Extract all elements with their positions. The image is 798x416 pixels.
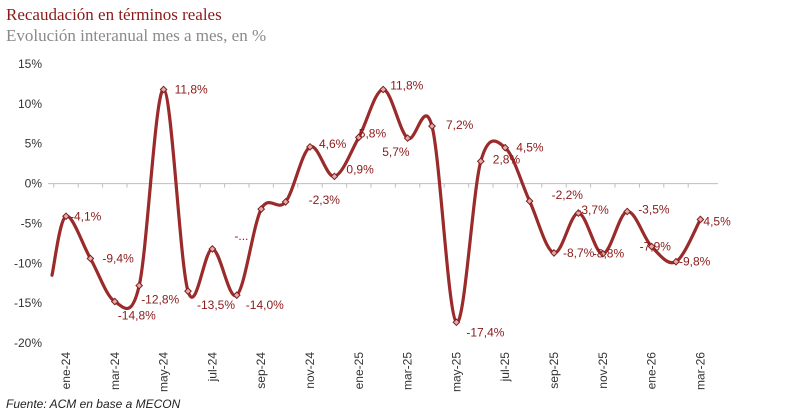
data-point bbox=[306, 142, 314, 151]
chart-subtitle: Evolución interanual mes a mes, en % bbox=[6, 26, 267, 45]
x-tick-label: jul-25 bbox=[498, 352, 512, 383]
data-point bbox=[696, 215, 705, 224]
data-label: -12,8% bbox=[141, 293, 179, 307]
data-point bbox=[281, 197, 290, 206]
chart-title: Recaudación en términos reales bbox=[6, 5, 222, 24]
x-tick-label: ene-26 bbox=[645, 352, 659, 390]
x-tick-label: sep-24 bbox=[254, 352, 268, 389]
data-point bbox=[208, 245, 217, 253]
data-label: 4,5% bbox=[703, 214, 731, 228]
data-point bbox=[184, 287, 192, 296]
data-label: -9,4% bbox=[102, 252, 134, 266]
data-label: -14,0% bbox=[246, 298, 284, 312]
data-label: -... bbox=[234, 229, 248, 243]
data-point bbox=[647, 242, 656, 251]
y-tick-label: -5% bbox=[21, 216, 43, 230]
data-point bbox=[135, 281, 144, 290]
data-label: -4,1% bbox=[70, 209, 102, 223]
data-label: -3,7% bbox=[577, 203, 609, 217]
data-label: 4,5% bbox=[516, 141, 544, 155]
data-point bbox=[62, 212, 70, 221]
line-chart: 15% 10% 5% 0% -5% -10% -15% -20% ene-24 mar-24 ma… bbox=[14, 57, 731, 392]
y-tick-label: 15% bbox=[18, 57, 42, 71]
x-tick-label: ene-24 bbox=[59, 352, 73, 390]
x-tick-label: sep-25 bbox=[547, 352, 561, 389]
y-tick-label: 0% bbox=[25, 177, 43, 191]
data-label: -8,8% bbox=[593, 247, 625, 261]
data-point bbox=[379, 85, 388, 94]
data-point bbox=[257, 205, 266, 213]
data-point bbox=[623, 207, 632, 216]
data-point bbox=[525, 197, 534, 206]
data-label: 0,9% bbox=[346, 162, 374, 176]
y-tick-label: 10% bbox=[18, 97, 42, 111]
data-label: -7,9% bbox=[640, 240, 672, 254]
data-label: 4,6% bbox=[319, 137, 347, 151]
data-labels: -4,1% -9,4% -14,8% -12,8% 11,8% -13,5% -... -14… bbox=[70, 79, 731, 340]
x-tick-label: may-24 bbox=[157, 352, 171, 392]
data-point bbox=[403, 134, 412, 143]
data-point bbox=[501, 143, 510, 152]
data-point bbox=[672, 257, 680, 266]
y-tick-label: -15% bbox=[14, 296, 42, 310]
x-tick-label: ene-25 bbox=[352, 352, 366, 390]
data-label: -2,3% bbox=[309, 193, 341, 207]
data-point bbox=[476, 157, 485, 166]
data-point bbox=[330, 172, 339, 181]
x-tick-label: jul-24 bbox=[205, 352, 219, 383]
data-point bbox=[550, 249, 558, 257]
data-point bbox=[452, 318, 461, 327]
x-tick-label: mar-25 bbox=[401, 352, 415, 390]
data-point bbox=[574, 209, 583, 217]
data-label: -17,4% bbox=[466, 325, 504, 339]
data-label: -3,5% bbox=[638, 202, 670, 216]
x-tick-label: may-25 bbox=[449, 352, 463, 392]
data-point bbox=[354, 133, 363, 142]
data-label: -13,5% bbox=[197, 298, 235, 312]
data-label: 11,8% bbox=[390, 79, 423, 93]
x-tick-label: nov-24 bbox=[303, 352, 317, 389]
source-note: Fuente: ACM en base a MECON bbox=[6, 397, 181, 411]
y-axis: 15% 10% 5% 0% -5% -10% -15% -20% bbox=[14, 57, 42, 350]
data-point bbox=[232, 291, 241, 300]
data-label: -9,8% bbox=[679, 255, 711, 269]
y-tick-label: -10% bbox=[14, 256, 42, 270]
data-point bbox=[110, 297, 119, 306]
data-label: 5,7% bbox=[382, 145, 410, 159]
data-label: -2,2% bbox=[552, 188, 584, 202]
x-axis: ene-24 mar-24 may-24 jul-24 sep-24 nov-24 ene-… bbox=[48, 183, 718, 392]
series-markers bbox=[62, 85, 705, 327]
data-label: 2,8% bbox=[493, 152, 521, 166]
x-tick-label: mar-26 bbox=[693, 352, 707, 390]
data-label: 7,2% bbox=[446, 118, 474, 132]
data-point bbox=[598, 249, 607, 258]
y-tick-label: -20% bbox=[14, 336, 42, 350]
x-tick-label: mar-24 bbox=[108, 352, 122, 390]
data-label: -14,8% bbox=[118, 309, 156, 323]
data-label: -8,7% bbox=[563, 246, 595, 260]
data-label: 11,8% bbox=[175, 83, 208, 97]
y-tick-label: 5% bbox=[25, 137, 43, 151]
data-point bbox=[428, 122, 436, 131]
data-point bbox=[86, 254, 95, 263]
x-tick-label: nov-25 bbox=[596, 352, 610, 389]
data-label: 5,8% bbox=[359, 126, 387, 140]
data-point bbox=[159, 85, 168, 94]
